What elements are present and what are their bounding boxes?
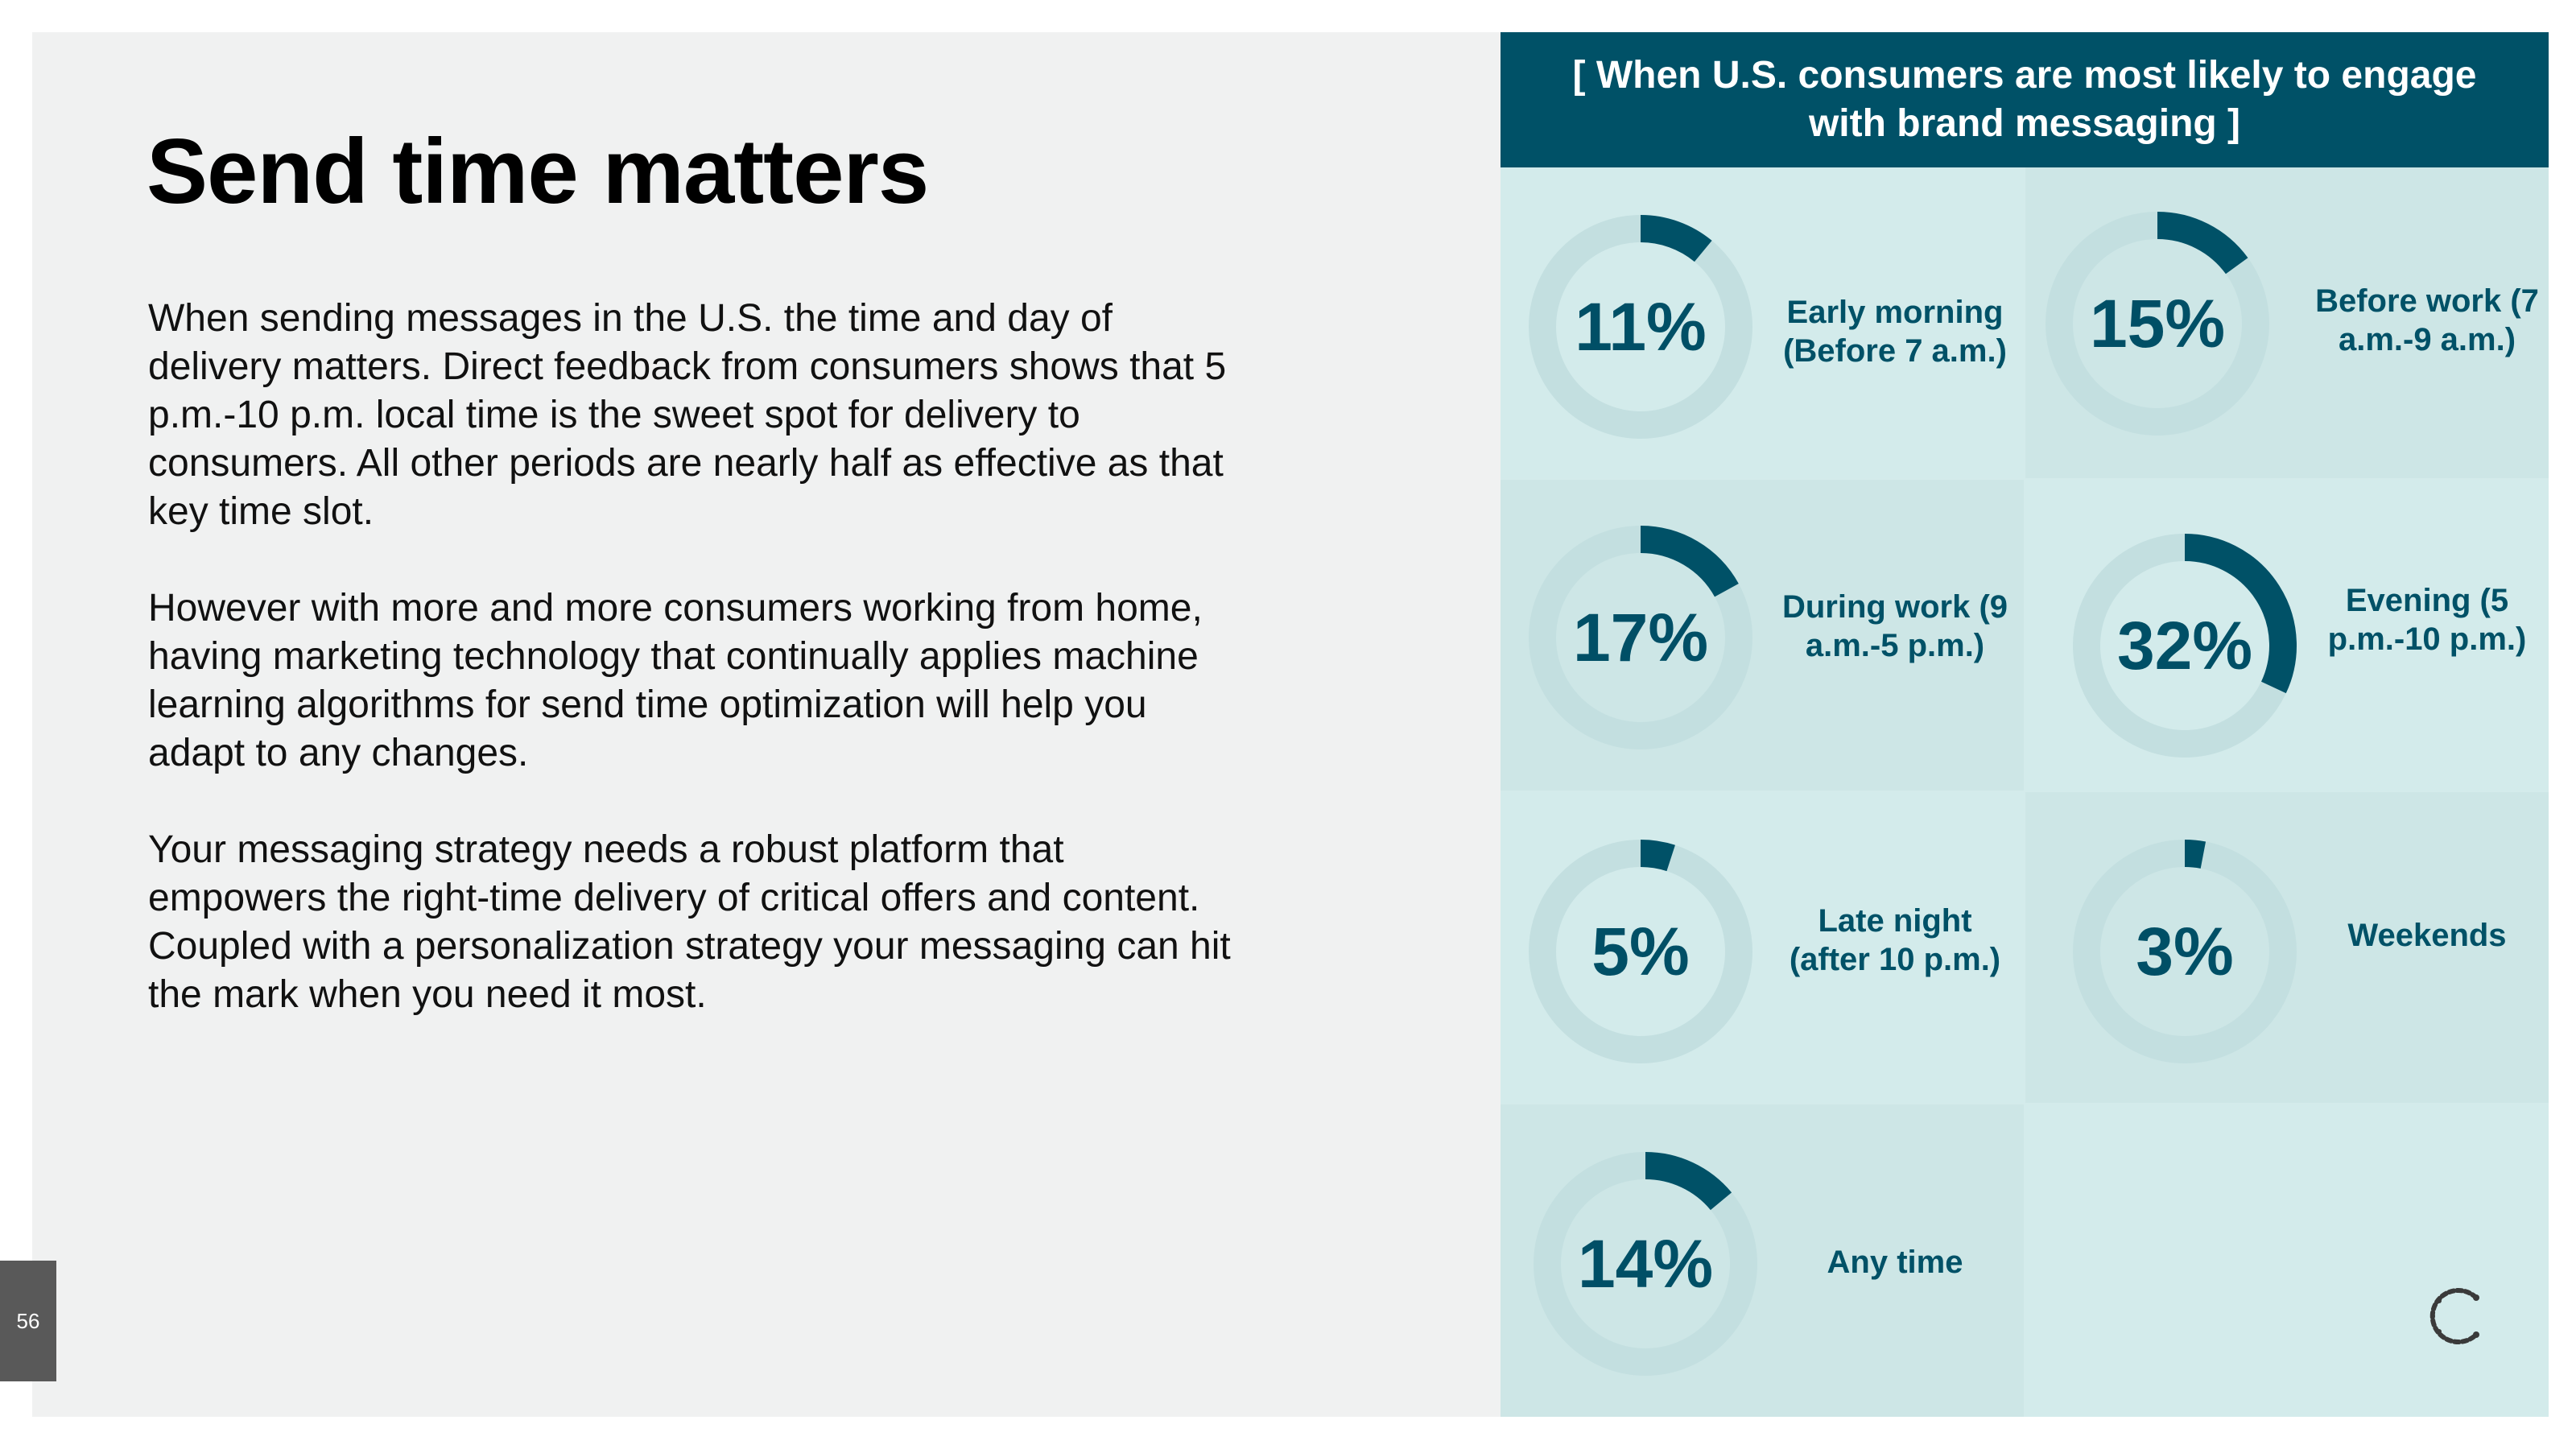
brand-logo-c-icon [2421, 1280, 2494, 1352]
donut-arc-evening [2184, 534, 2297, 694]
donut-early-morning: 11% [1528, 214, 1753, 440]
donut-before-work: 15% [2045, 211, 2270, 436]
page-number: 56 [0, 1261, 56, 1381]
value-label-evening: 32% [2116, 607, 2253, 683]
donut-svg [1529, 840, 1752, 1063]
donut-svg [1534, 1152, 1757, 1376]
donut-svg [2073, 534, 2297, 758]
donut-arc-any-time [1645, 1152, 1732, 1211]
label-weekends: Weekends [2347, 918, 2507, 953]
paragraph-1: When sending messages in the U.S. the ti… [148, 297, 1227, 533]
cell-any-time [1501, 1104, 2024, 1417]
label-evening: Evening (5 p.m.-10 p.m.) [2327, 583, 2527, 657]
value-label-weekends: 3% [2136, 913, 2234, 989]
donut-late-night: 5% [1528, 839, 1753, 1064]
value-label-before-work: 15% [2089, 285, 2226, 361]
donut-arc-before-work [2157, 212, 2248, 275]
label-late-night: Late night (after 10 p.m.) [1789, 903, 2001, 977]
cell-empty [2025, 1104, 2549, 1417]
label-any-time: Any time [1827, 1245, 1963, 1280]
paragraph-3: Your messaging strategy needs a robust p… [148, 828, 1231, 1016]
donut-arc-early-morning [1640, 215, 1712, 262]
page-title: Send time matters [147, 121, 929, 223]
donut-any-time: 14% [1533, 1151, 1758, 1377]
brand-logo-svg [2429, 1288, 2479, 1344]
cell-before-work [2025, 167, 2549, 478]
panel-header: [ When U.S. consumers are most likely to… [1501, 32, 2549, 167]
paragraph-2: However with more and more consumers wor… [148, 587, 1203, 774]
engagement-panel: [ When U.S. consumers are most likely to… [1501, 32, 2549, 1417]
label-early-morning: Early morning (Before 7 a.m.) [1783, 295, 2007, 369]
donut-svg [2073, 840, 2297, 1063]
donut-arc-during-work [1640, 526, 1739, 597]
cell-late-night [1501, 792, 2024, 1103]
value-label-late-night: 5% [1591, 913, 1690, 989]
value-label-early-morning: 11% [1575, 288, 1707, 365]
donut-svg [1529, 215, 1752, 439]
value-label-any-time: 14% [1577, 1225, 1714, 1302]
donut-during-work: 17% [1528, 525, 1753, 750]
donut-evening: 32% [2072, 533, 2297, 758]
donut-weekends: 3% [2072, 839, 2297, 1064]
donut-svg [2046, 212, 2269, 436]
donut-arc-late-night [1640, 840, 1675, 872]
label-before-work: Before work (7 a.m.-9 a.m.) [2315, 283, 2539, 357]
cell-during-work [1501, 480, 2024, 791]
body-text: When sending messages in the U.S. the ti… [148, 295, 1243, 1067]
cell-early-morning [1501, 167, 2024, 478]
label-during-work: During work (9 a.m.-5 p.m.) [1781, 589, 2008, 663]
donut-svg [1529, 526, 1752, 749]
donut-arc-weekends [2184, 840, 2207, 869]
value-label-during-work: 17% [1572, 599, 1709, 675]
